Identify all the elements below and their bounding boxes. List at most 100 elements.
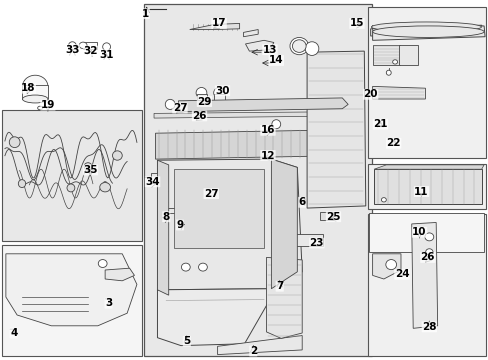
Polygon shape [271, 159, 297, 289]
Ellipse shape [98, 260, 107, 267]
Ellipse shape [292, 40, 305, 52]
Text: 16: 16 [260, 125, 275, 135]
Polygon shape [266, 257, 302, 338]
Bar [196, 94, 207, 102]
Polygon shape [372, 26, 484, 40]
Ellipse shape [371, 22, 480, 32]
Bar [22, 85, 48, 99]
Text: 3: 3 [105, 298, 112, 308]
Bar [173, 169, 264, 248]
Ellipse shape [385, 260, 396, 270]
Ellipse shape [79, 42, 87, 49]
Text: 15: 15 [349, 18, 364, 28]
Ellipse shape [208, 181, 216, 188]
Text: 31: 31 [99, 50, 114, 60]
Text: 12: 12 [260, 150, 275, 161]
Text: 17: 17 [211, 18, 226, 28]
Polygon shape [306, 51, 365, 208]
Ellipse shape [100, 183, 110, 192]
Ellipse shape [68, 42, 76, 50]
Bar [368, 213, 483, 252]
Polygon shape [411, 222, 437, 328]
Text: 2: 2 [249, 346, 256, 356]
Bar [398, 45, 417, 65]
Polygon shape [372, 86, 425, 99]
Ellipse shape [305, 42, 318, 55]
Polygon shape [245, 40, 273, 51]
Polygon shape [154, 112, 351, 118]
Text: 29: 29 [197, 96, 211, 107]
Bar [2, 110, 142, 241]
Bar [367, 7, 485, 158]
Bar [372, 45, 399, 65]
Text: 13: 13 [262, 45, 277, 55]
Ellipse shape [112, 151, 122, 160]
Text: 11: 11 [413, 186, 428, 197]
Ellipse shape [177, 104, 186, 112]
Text: 28: 28 [421, 322, 436, 332]
Polygon shape [370, 25, 483, 36]
Polygon shape [217, 336, 302, 355]
Bar [144, 4, 371, 356]
Polygon shape [189, 23, 239, 30]
Bar [2, 245, 142, 356]
Text: 30: 30 [215, 86, 229, 96]
Text: 32: 32 [83, 46, 98, 56]
Polygon shape [373, 169, 481, 204]
Polygon shape [157, 159, 302, 290]
Text: 19: 19 [41, 100, 55, 110]
Polygon shape [6, 254, 137, 326]
Polygon shape [157, 160, 168, 295]
Text: 7: 7 [275, 281, 283, 291]
Text: 27: 27 [172, 103, 187, 113]
Text: 4: 4 [10, 328, 18, 338]
Bar [214, 94, 224, 102]
Ellipse shape [18, 180, 25, 188]
Text: 35: 35 [83, 165, 98, 175]
Text: 18: 18 [21, 83, 36, 93]
Ellipse shape [386, 70, 390, 75]
Text: 14: 14 [268, 55, 283, 66]
Text: 21: 21 [372, 119, 387, 129]
Bar [320, 212, 332, 220]
Bar [177, 213, 186, 219]
Ellipse shape [84, 163, 92, 170]
Ellipse shape [289, 37, 308, 55]
Ellipse shape [199, 179, 206, 187]
Ellipse shape [22, 95, 48, 103]
Text: 25: 25 [325, 212, 340, 222]
Text: 6: 6 [298, 197, 305, 207]
Ellipse shape [198, 263, 207, 271]
Text: 26: 26 [420, 252, 434, 262]
Ellipse shape [67, 184, 75, 192]
Polygon shape [372, 254, 400, 279]
Polygon shape [373, 165, 483, 169]
Text: 10: 10 [411, 227, 426, 237]
Ellipse shape [392, 60, 397, 64]
Ellipse shape [38, 106, 42, 110]
Polygon shape [105, 268, 134, 281]
Polygon shape [243, 30, 258, 37]
Polygon shape [155, 130, 351, 159]
Bar [293, 234, 322, 246]
Text: 24: 24 [394, 269, 408, 279]
Ellipse shape [9, 137, 20, 148]
Ellipse shape [22, 75, 48, 98]
Ellipse shape [425, 249, 432, 255]
Ellipse shape [381, 198, 386, 202]
Ellipse shape [213, 87, 224, 98]
Text: 9: 9 [176, 220, 183, 230]
Ellipse shape [271, 120, 280, 129]
Polygon shape [178, 98, 347, 112]
Ellipse shape [372, 26, 483, 37]
Text: 20: 20 [363, 89, 377, 99]
Text: 1: 1 [142, 9, 149, 19]
Text: 27: 27 [203, 189, 218, 199]
Bar [83, 42, 97, 49]
Ellipse shape [102, 43, 110, 51]
Polygon shape [157, 289, 271, 346]
Text: 34: 34 [145, 177, 160, 187]
Bar [165, 208, 175, 213]
Text: 8: 8 [163, 212, 169, 222]
Ellipse shape [181, 263, 190, 271]
